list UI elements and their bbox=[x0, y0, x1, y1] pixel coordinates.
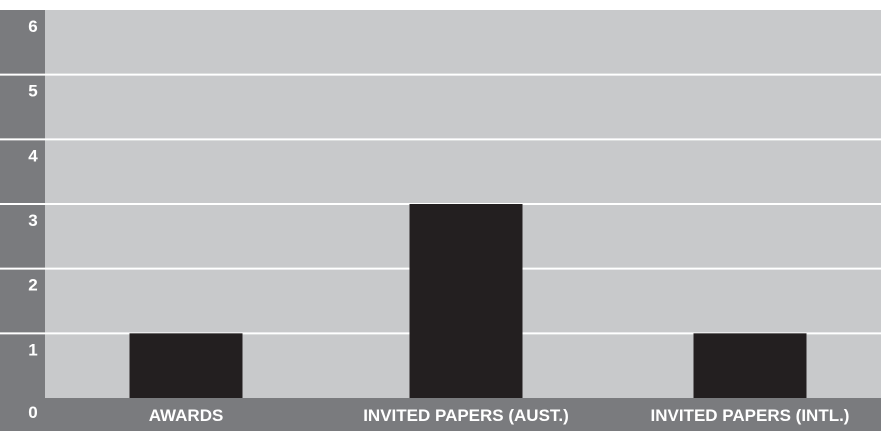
bar-1 bbox=[129, 333, 243, 398]
x-category-label-1: AWARDS bbox=[149, 406, 224, 425]
x-category-label-2: INVITED PAPERS (AUST.) bbox=[363, 406, 569, 425]
y-tick-label-1: 1 bbox=[28, 340, 37, 359]
y-tick-label-5: 5 bbox=[28, 82, 37, 101]
y-tick-label-6: 6 bbox=[28, 17, 37, 36]
y-tick-label-4: 4 bbox=[28, 146, 38, 165]
y-tick-label-2: 2 bbox=[28, 276, 37, 295]
x-category-label-3: INVITED PAPERS (INTL.) bbox=[651, 406, 850, 425]
bars bbox=[129, 204, 807, 398]
x-category-labels: AWARDS INVITED PAPERS (AUST.) INVITED PAPE… bbox=[149, 406, 850, 425]
x-axis-band bbox=[0, 398, 881, 431]
y-tick-label-3: 3 bbox=[28, 211, 37, 230]
bar-2 bbox=[409, 204, 523, 398]
bar-3 bbox=[693, 333, 807, 398]
y-tick-labels: 0 1 2 3 4 5 6 bbox=[28, 17, 38, 422]
y-tick-label-0: 0 bbox=[28, 403, 37, 422]
